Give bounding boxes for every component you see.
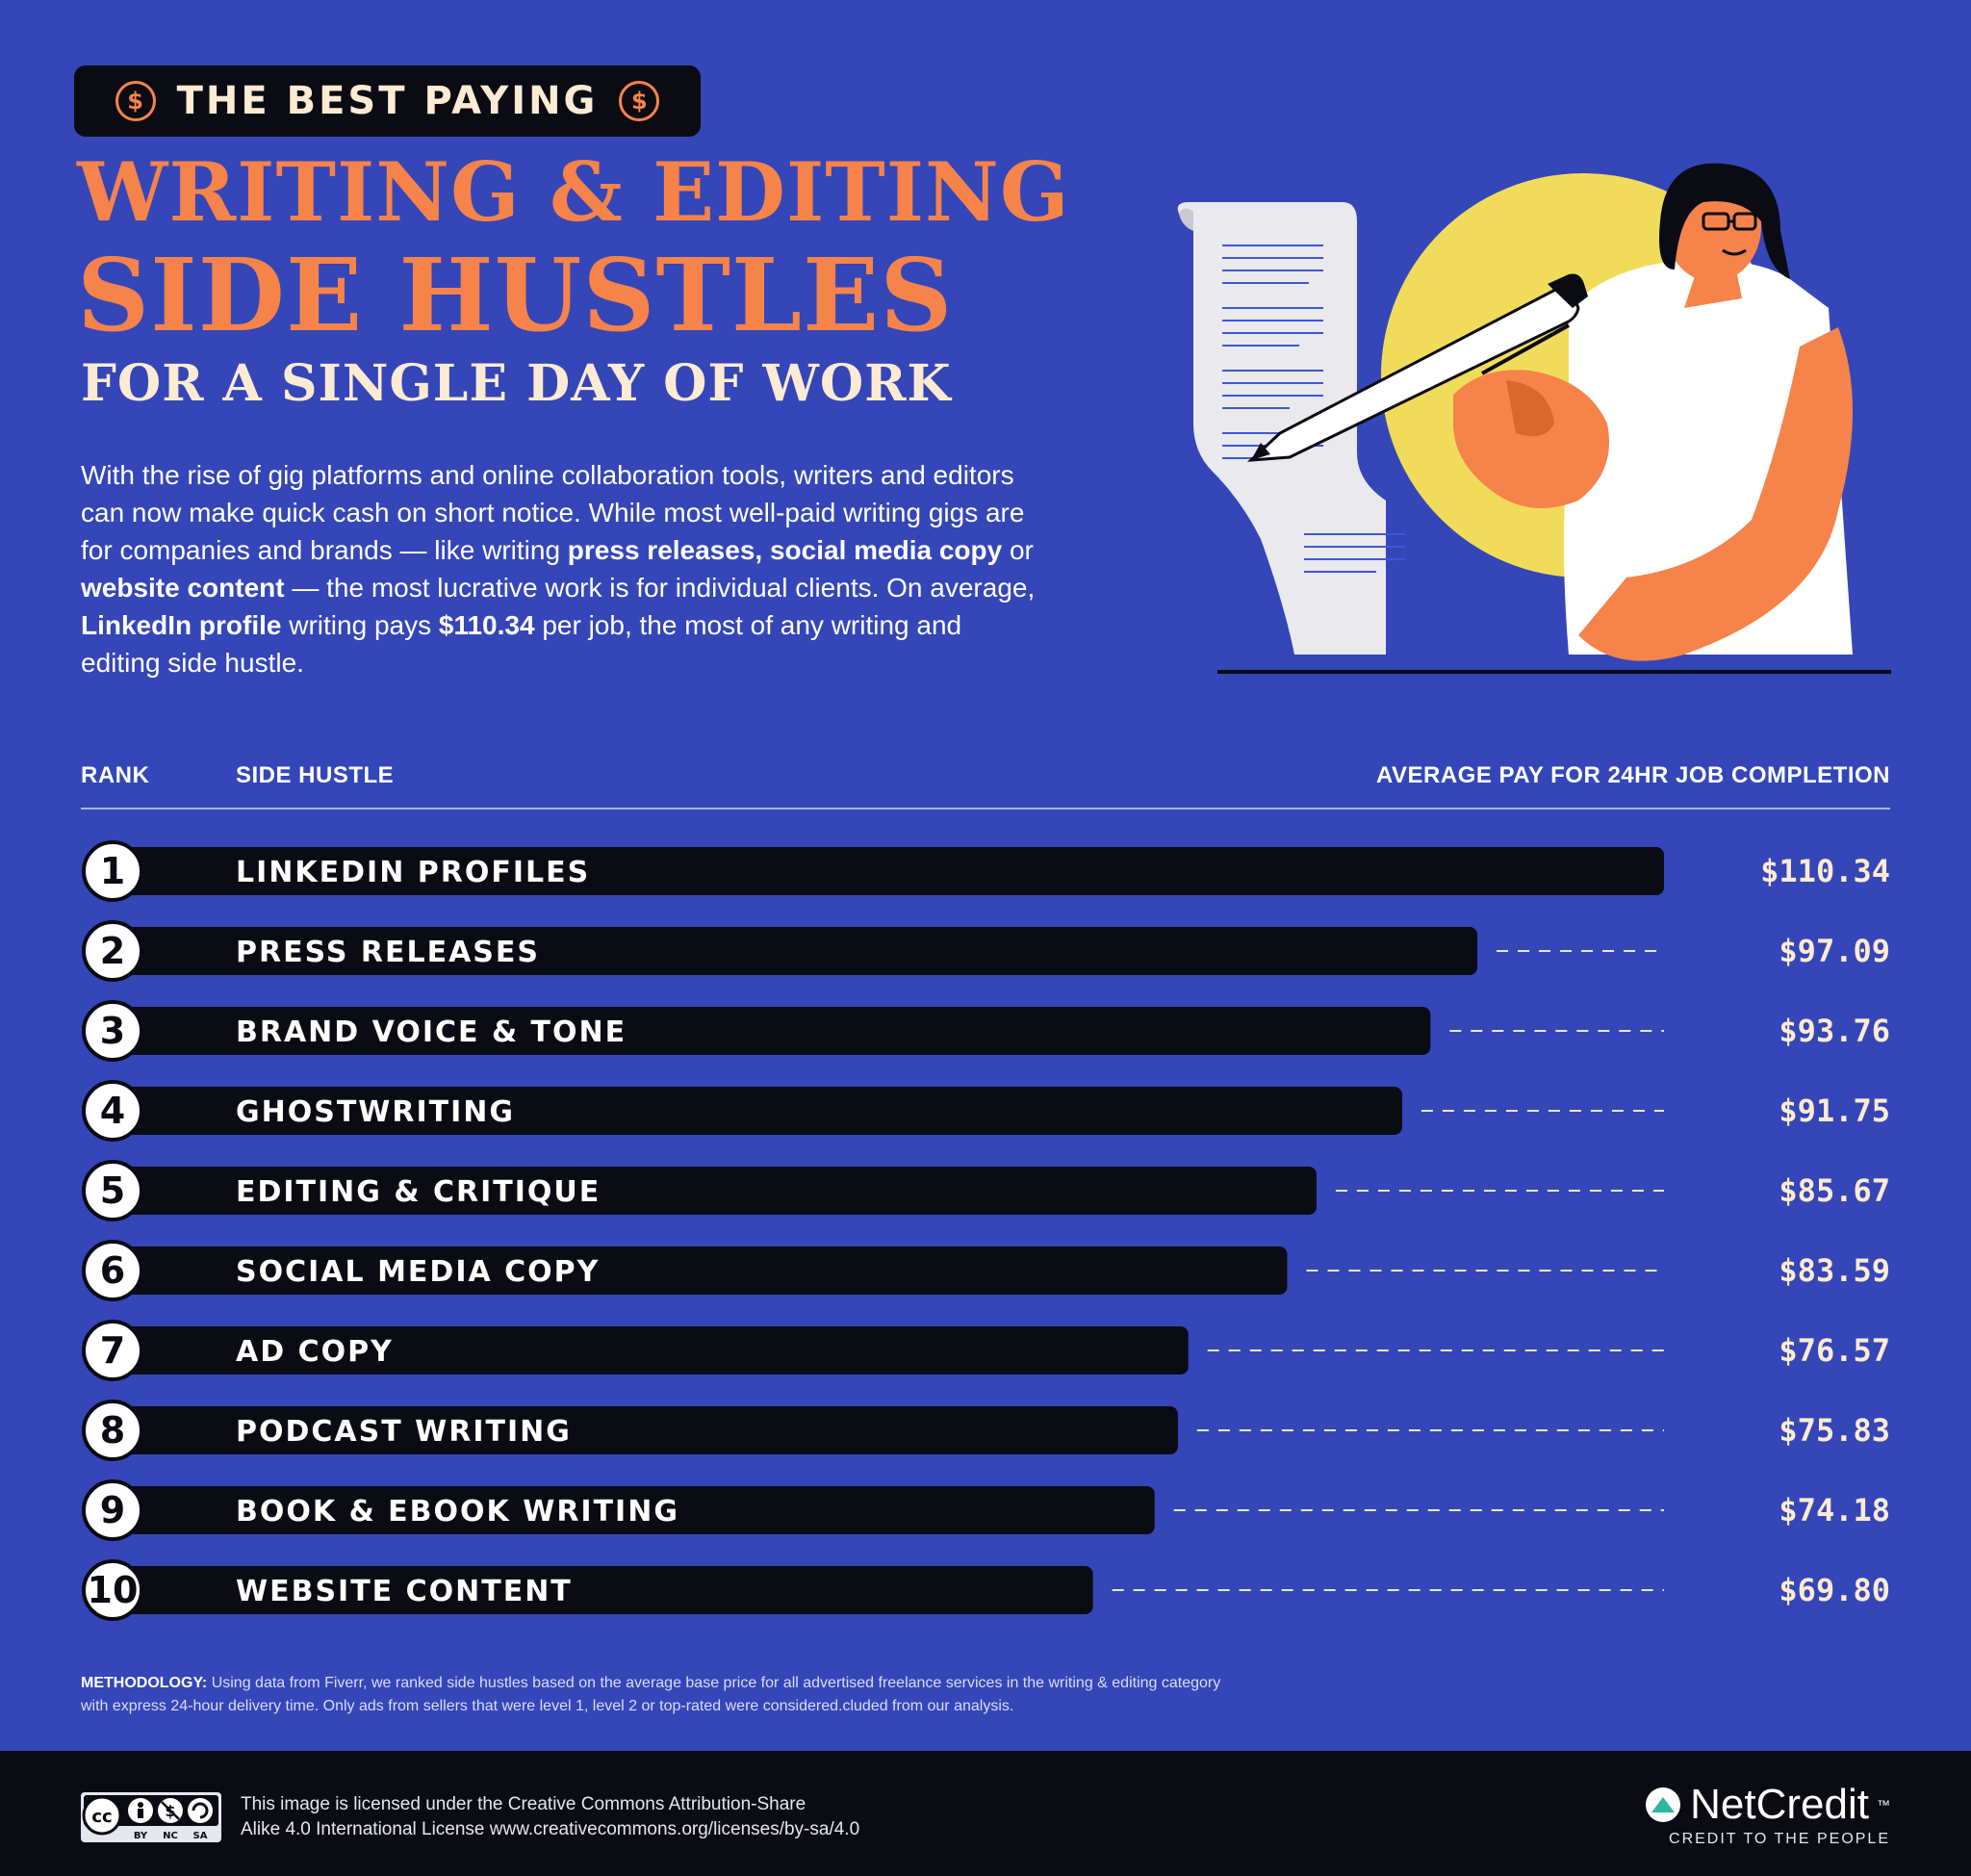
svg-text:SA: SA xyxy=(193,1831,208,1841)
rank-number: 1 xyxy=(100,850,125,892)
methodology-note: METHODOLOGY: Using data from Fiverr, we … xyxy=(81,1675,1221,1714)
bar xyxy=(110,1486,1155,1534)
scroll-paper-icon xyxy=(1177,202,1386,655)
rank-number: 8 xyxy=(100,1409,125,1452)
rank-circle xyxy=(82,1160,143,1221)
bar xyxy=(110,927,1478,975)
bar-chart: 1 LINKEDIN PROFILES $110.34 2 PRESS RELEASES… xyxy=(82,840,1890,1621)
sharealike-icon xyxy=(188,1798,213,1823)
category-label: AD COPY xyxy=(236,1335,394,1369)
hair xyxy=(1659,163,1790,279)
value-label: $76.57 xyxy=(1779,1332,1890,1369)
svg-text:NC: NC xyxy=(163,1831,178,1841)
rank-number: 4 xyxy=(100,1090,125,1132)
rank-circle xyxy=(82,1559,143,1621)
rank-number: 2 xyxy=(100,930,125,972)
netcredit-logo-icon xyxy=(1646,1787,1681,1822)
title-line-2: SIDE HUSTLES xyxy=(77,236,954,354)
cc-logo-icon xyxy=(82,1795,122,1836)
category-label: EDITING & CRITIQUE xyxy=(236,1175,601,1209)
bar xyxy=(110,1566,1093,1614)
category-label: LINKEDIN PROFILES xyxy=(236,856,590,889)
brand-name: NetCredit xyxy=(1690,1781,1869,1828)
arm xyxy=(1578,327,1853,661)
value-label: $75.83 xyxy=(1779,1412,1890,1449)
hand xyxy=(1453,370,1609,508)
value-label: $97.09 xyxy=(1779,933,1890,969)
column-header-rank: RANK xyxy=(81,762,150,788)
category-label: WEBSITE CONTENT xyxy=(236,1575,573,1608)
rank-number: 5 xyxy=(100,1169,125,1212)
title-line-3: FOR A SINGLE DAY OF WORK xyxy=(81,354,952,413)
rank-number: 3 xyxy=(100,1010,125,1052)
creative-commons-badge-icon: cc $ BY NC SA xyxy=(81,1792,221,1842)
bar xyxy=(110,1406,1178,1454)
dollar-coin-icon: $ xyxy=(619,81,660,121)
trademark-mark: ™ xyxy=(1877,1797,1890,1812)
column-header-side-hustle: SIDE HUSTLE xyxy=(236,762,395,788)
value-label: $85.67 xyxy=(1779,1172,1890,1209)
value-label: $93.76 xyxy=(1779,1013,1890,1049)
title-line-1: WRITING & EDITING xyxy=(77,144,1070,240)
category-label: PODCAST WRITING xyxy=(236,1415,572,1449)
footer-bar xyxy=(0,1751,1971,1876)
writer-illustration xyxy=(1177,163,1891,674)
category-label: SOCIAL MEDIA COPY xyxy=(236,1255,600,1289)
rank-number: 6 xyxy=(100,1249,125,1292)
bar xyxy=(110,1246,1288,1295)
glasses-icon xyxy=(1702,212,1757,231)
bar xyxy=(110,1326,1189,1375)
rank-circle xyxy=(82,1080,143,1142)
pen-icon xyxy=(1246,273,1588,462)
category-label: GHOSTWRITING xyxy=(236,1095,515,1129)
value-label: $110.34 xyxy=(1760,853,1890,889)
netcredit-brand: NetCredit ™ CREDIT TO THE PEOPLE xyxy=(1644,1781,1890,1848)
rank-circle xyxy=(82,840,143,902)
rank-circle xyxy=(82,1000,143,1062)
value-label: $83.59 xyxy=(1779,1252,1890,1289)
bar xyxy=(110,1087,1402,1135)
bar xyxy=(110,1167,1317,1215)
pill-text: THE BEST PAYING xyxy=(176,79,599,123)
header-divider xyxy=(81,808,1890,810)
bar xyxy=(110,847,1664,895)
license-text: This image is licensed under the Creativ… xyxy=(241,1794,860,1839)
rank-circle xyxy=(82,1320,143,1381)
category-label: BOOK & EBOOK WRITING xyxy=(236,1495,679,1529)
svg-text:cc: cc xyxy=(91,1807,112,1827)
rank-circle xyxy=(82,1400,143,1461)
category-label: BRAND VOICE & TONE xyxy=(236,1015,627,1049)
rank-circle xyxy=(82,920,143,982)
rank-circle xyxy=(82,1479,143,1541)
column-header-average-pay: AVERAGE PAY FOR 24HR JOB COMPLETION xyxy=(1375,762,1890,788)
value-label: $69.80 xyxy=(1779,1572,1890,1608)
svg-text:BY: BY xyxy=(134,1831,148,1841)
brand-tagline: CREDIT TO THE PEOPLE xyxy=(1669,1831,1890,1847)
intro-paragraph: With the rise of gig platforms and onlin… xyxy=(81,460,1036,678)
dollar-coin-icon: $ xyxy=(115,81,156,121)
rank-circle xyxy=(82,1240,143,1301)
rank-number: 7 xyxy=(100,1329,125,1372)
category-label: PRESS RELEASES xyxy=(236,936,540,969)
value-label: $91.75 xyxy=(1779,1092,1890,1129)
rank-number: 9 xyxy=(100,1489,125,1531)
rank-number: 10 xyxy=(88,1569,139,1611)
bar xyxy=(110,1007,1431,1055)
header-pill: $ THE BEST PAYING $ xyxy=(74,65,701,137)
value-label: $74.18 xyxy=(1779,1492,1890,1529)
